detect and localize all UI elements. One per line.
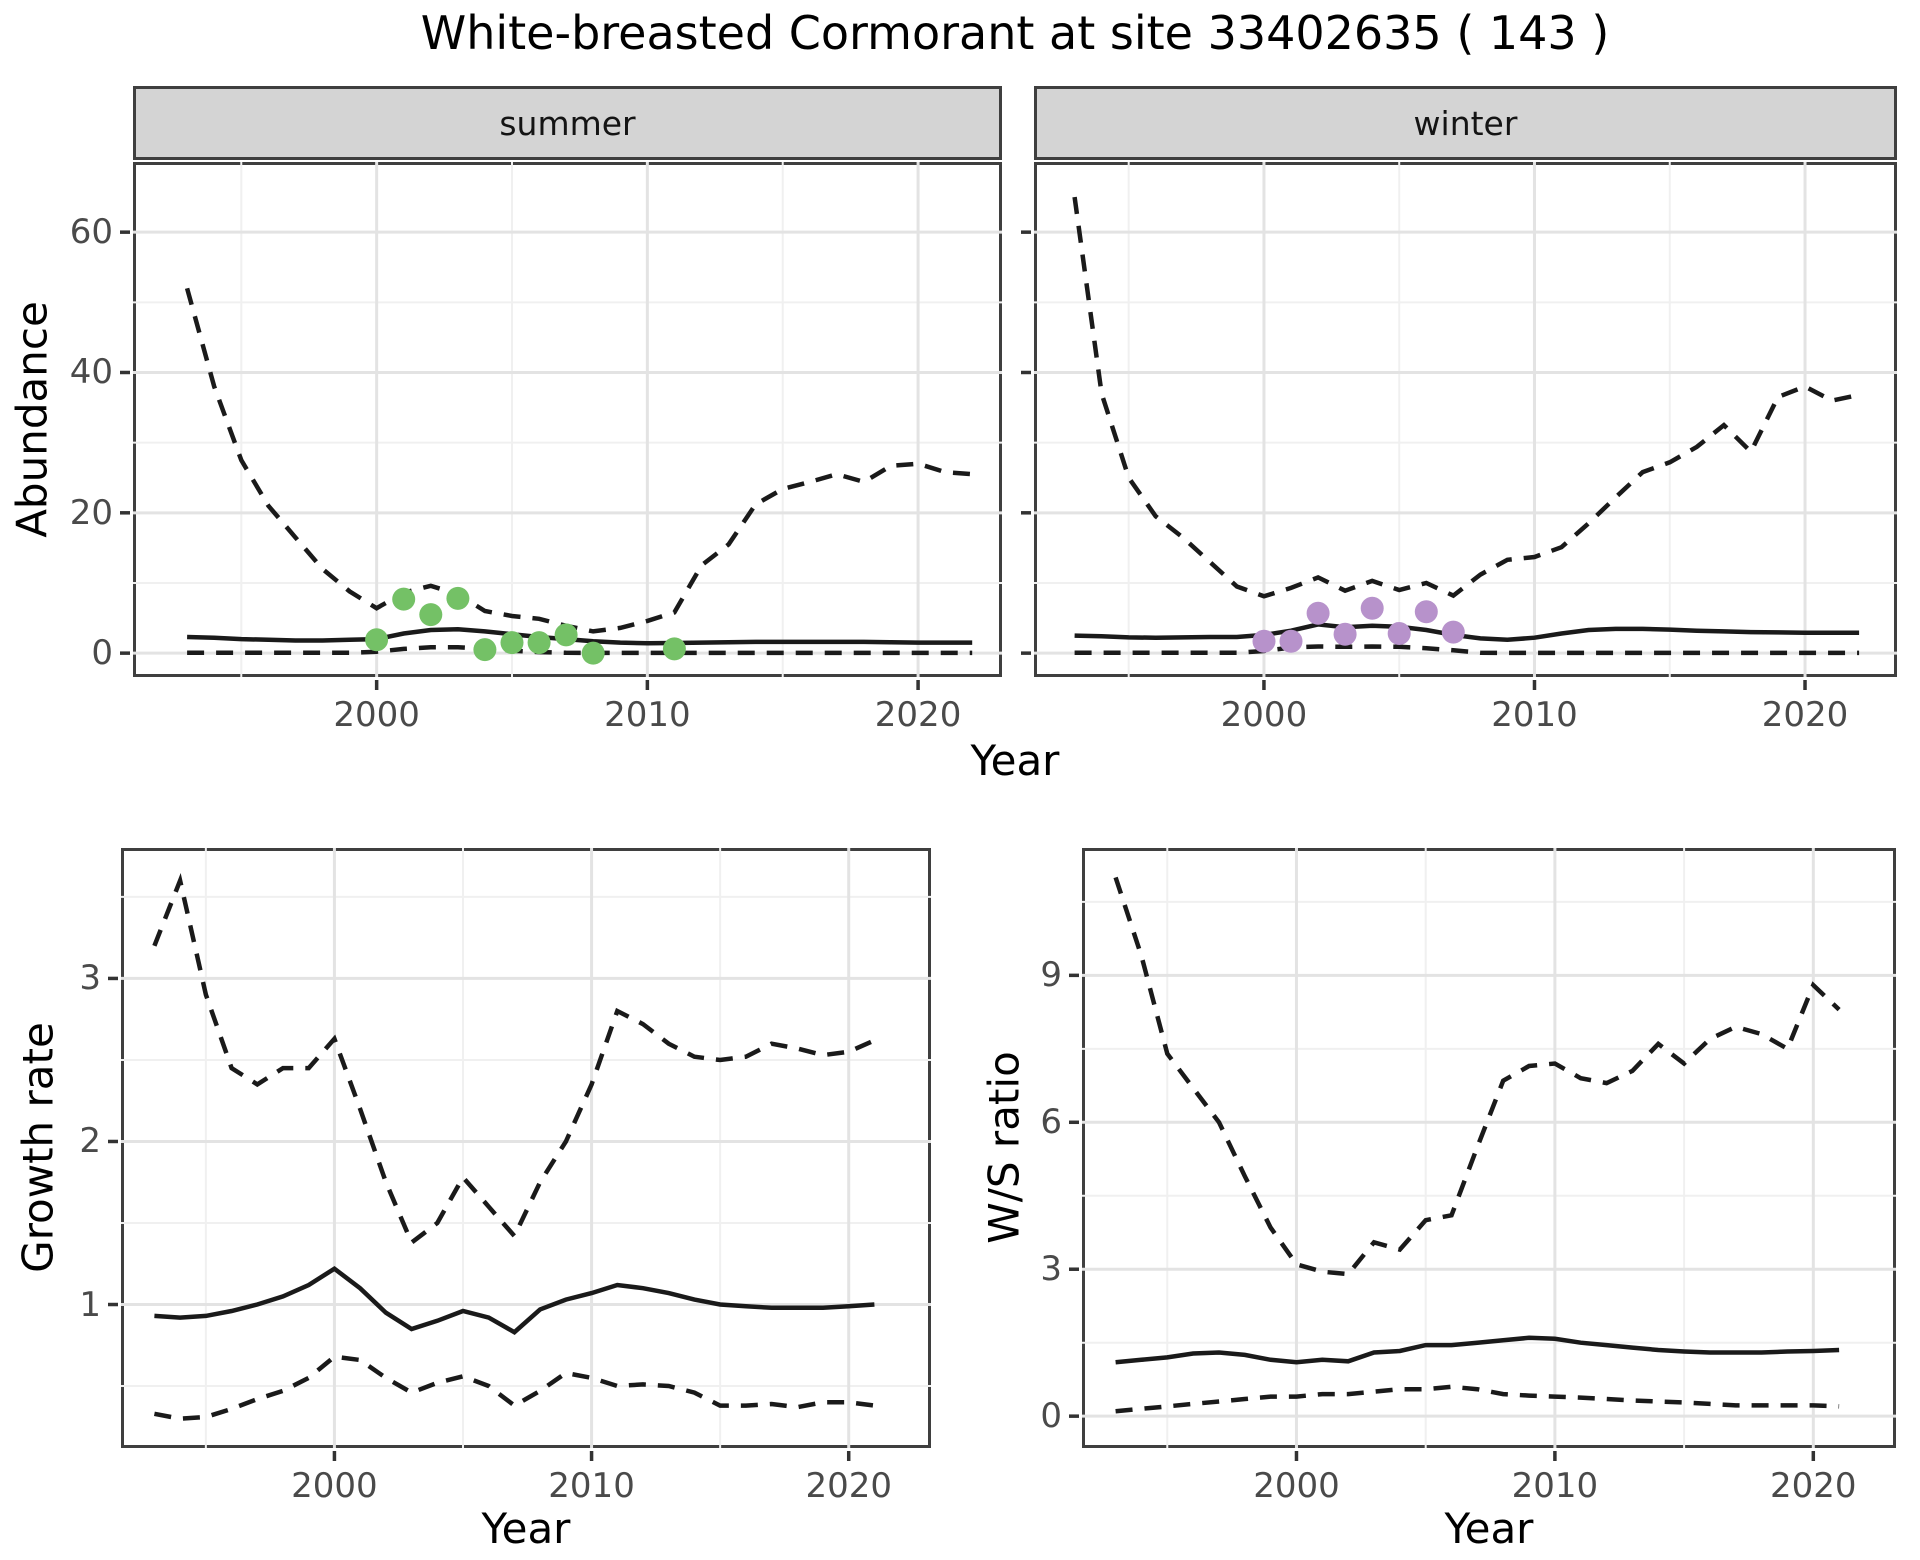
- y-tick-label: 1: [79, 1284, 101, 1325]
- x-tick-label: 2010: [1511, 1466, 1599, 1506]
- x-tick-label: 2020: [1770, 1466, 1857, 1506]
- x-tick-label: 2010: [548, 1466, 635, 1506]
- y-axis-title-abundance: Abundance: [7, 301, 57, 538]
- x-tick-label: 2020: [1761, 695, 1849, 735]
- x-tick-label: 2000: [1253, 1466, 1340, 1506]
- x-tick-label: 2000: [1220, 695, 1308, 735]
- y-tick-label: 20: [69, 492, 113, 533]
- x-tick-label: 2020: [874, 695, 962, 735]
- facet-strip-summer-label: summer: [499, 103, 636, 143]
- panel-abundance-summer: [133, 162, 1002, 677]
- y-tick-label: 3: [1040, 1249, 1062, 1290]
- plot-title: White-breasted Cormorant at site 3340263…: [420, 6, 1610, 60]
- y-axis-title-ws-ratio: W/S ratio: [979, 1051, 1029, 1244]
- y-tick-label: 60: [69, 212, 113, 253]
- x-tick-label: 2020: [805, 1466, 892, 1506]
- y-axis-title-growth-rate: Growth rate: [13, 1022, 63, 1273]
- x-tick-label: 2010: [1491, 695, 1578, 735]
- y-tick-label: 9: [1040, 955, 1062, 996]
- facet-strip-summer: summer: [133, 86, 1002, 160]
- x-tick-label: 2000: [291, 1466, 378, 1506]
- x-tick-label: 2010: [604, 695, 691, 735]
- y-tick-label: 3: [79, 958, 101, 999]
- panel-growth-rate: [121, 848, 931, 1448]
- y-tick-label: 0: [91, 633, 113, 674]
- panel-abundance-winter: [1034, 162, 1897, 677]
- x-axis-title-year-top: Year: [970, 736, 1060, 785]
- x-axis-title-year-ws: Year: [1444, 1504, 1534, 1553]
- facet-strip-winter: winter: [1034, 86, 1897, 160]
- y-tick-label: 0: [1040, 1396, 1062, 1437]
- y-tick-label: 6: [1040, 1102, 1062, 1143]
- facet-strip-winter-label: winter: [1413, 103, 1518, 143]
- x-tick-label: 2000: [333, 695, 420, 735]
- x-axis-title-year-growth: Year: [481, 1504, 571, 1553]
- panel-ws-ratio: [1082, 848, 1896, 1448]
- y-tick-label: 40: [69, 352, 113, 393]
- y-tick-label: 2: [79, 1121, 101, 1162]
